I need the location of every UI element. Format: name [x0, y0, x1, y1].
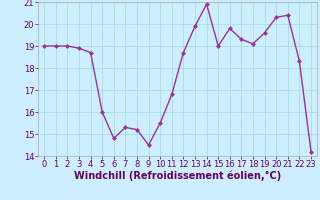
X-axis label: Windchill (Refroidissement éolien,°C): Windchill (Refroidissement éolien,°C): [74, 171, 281, 181]
